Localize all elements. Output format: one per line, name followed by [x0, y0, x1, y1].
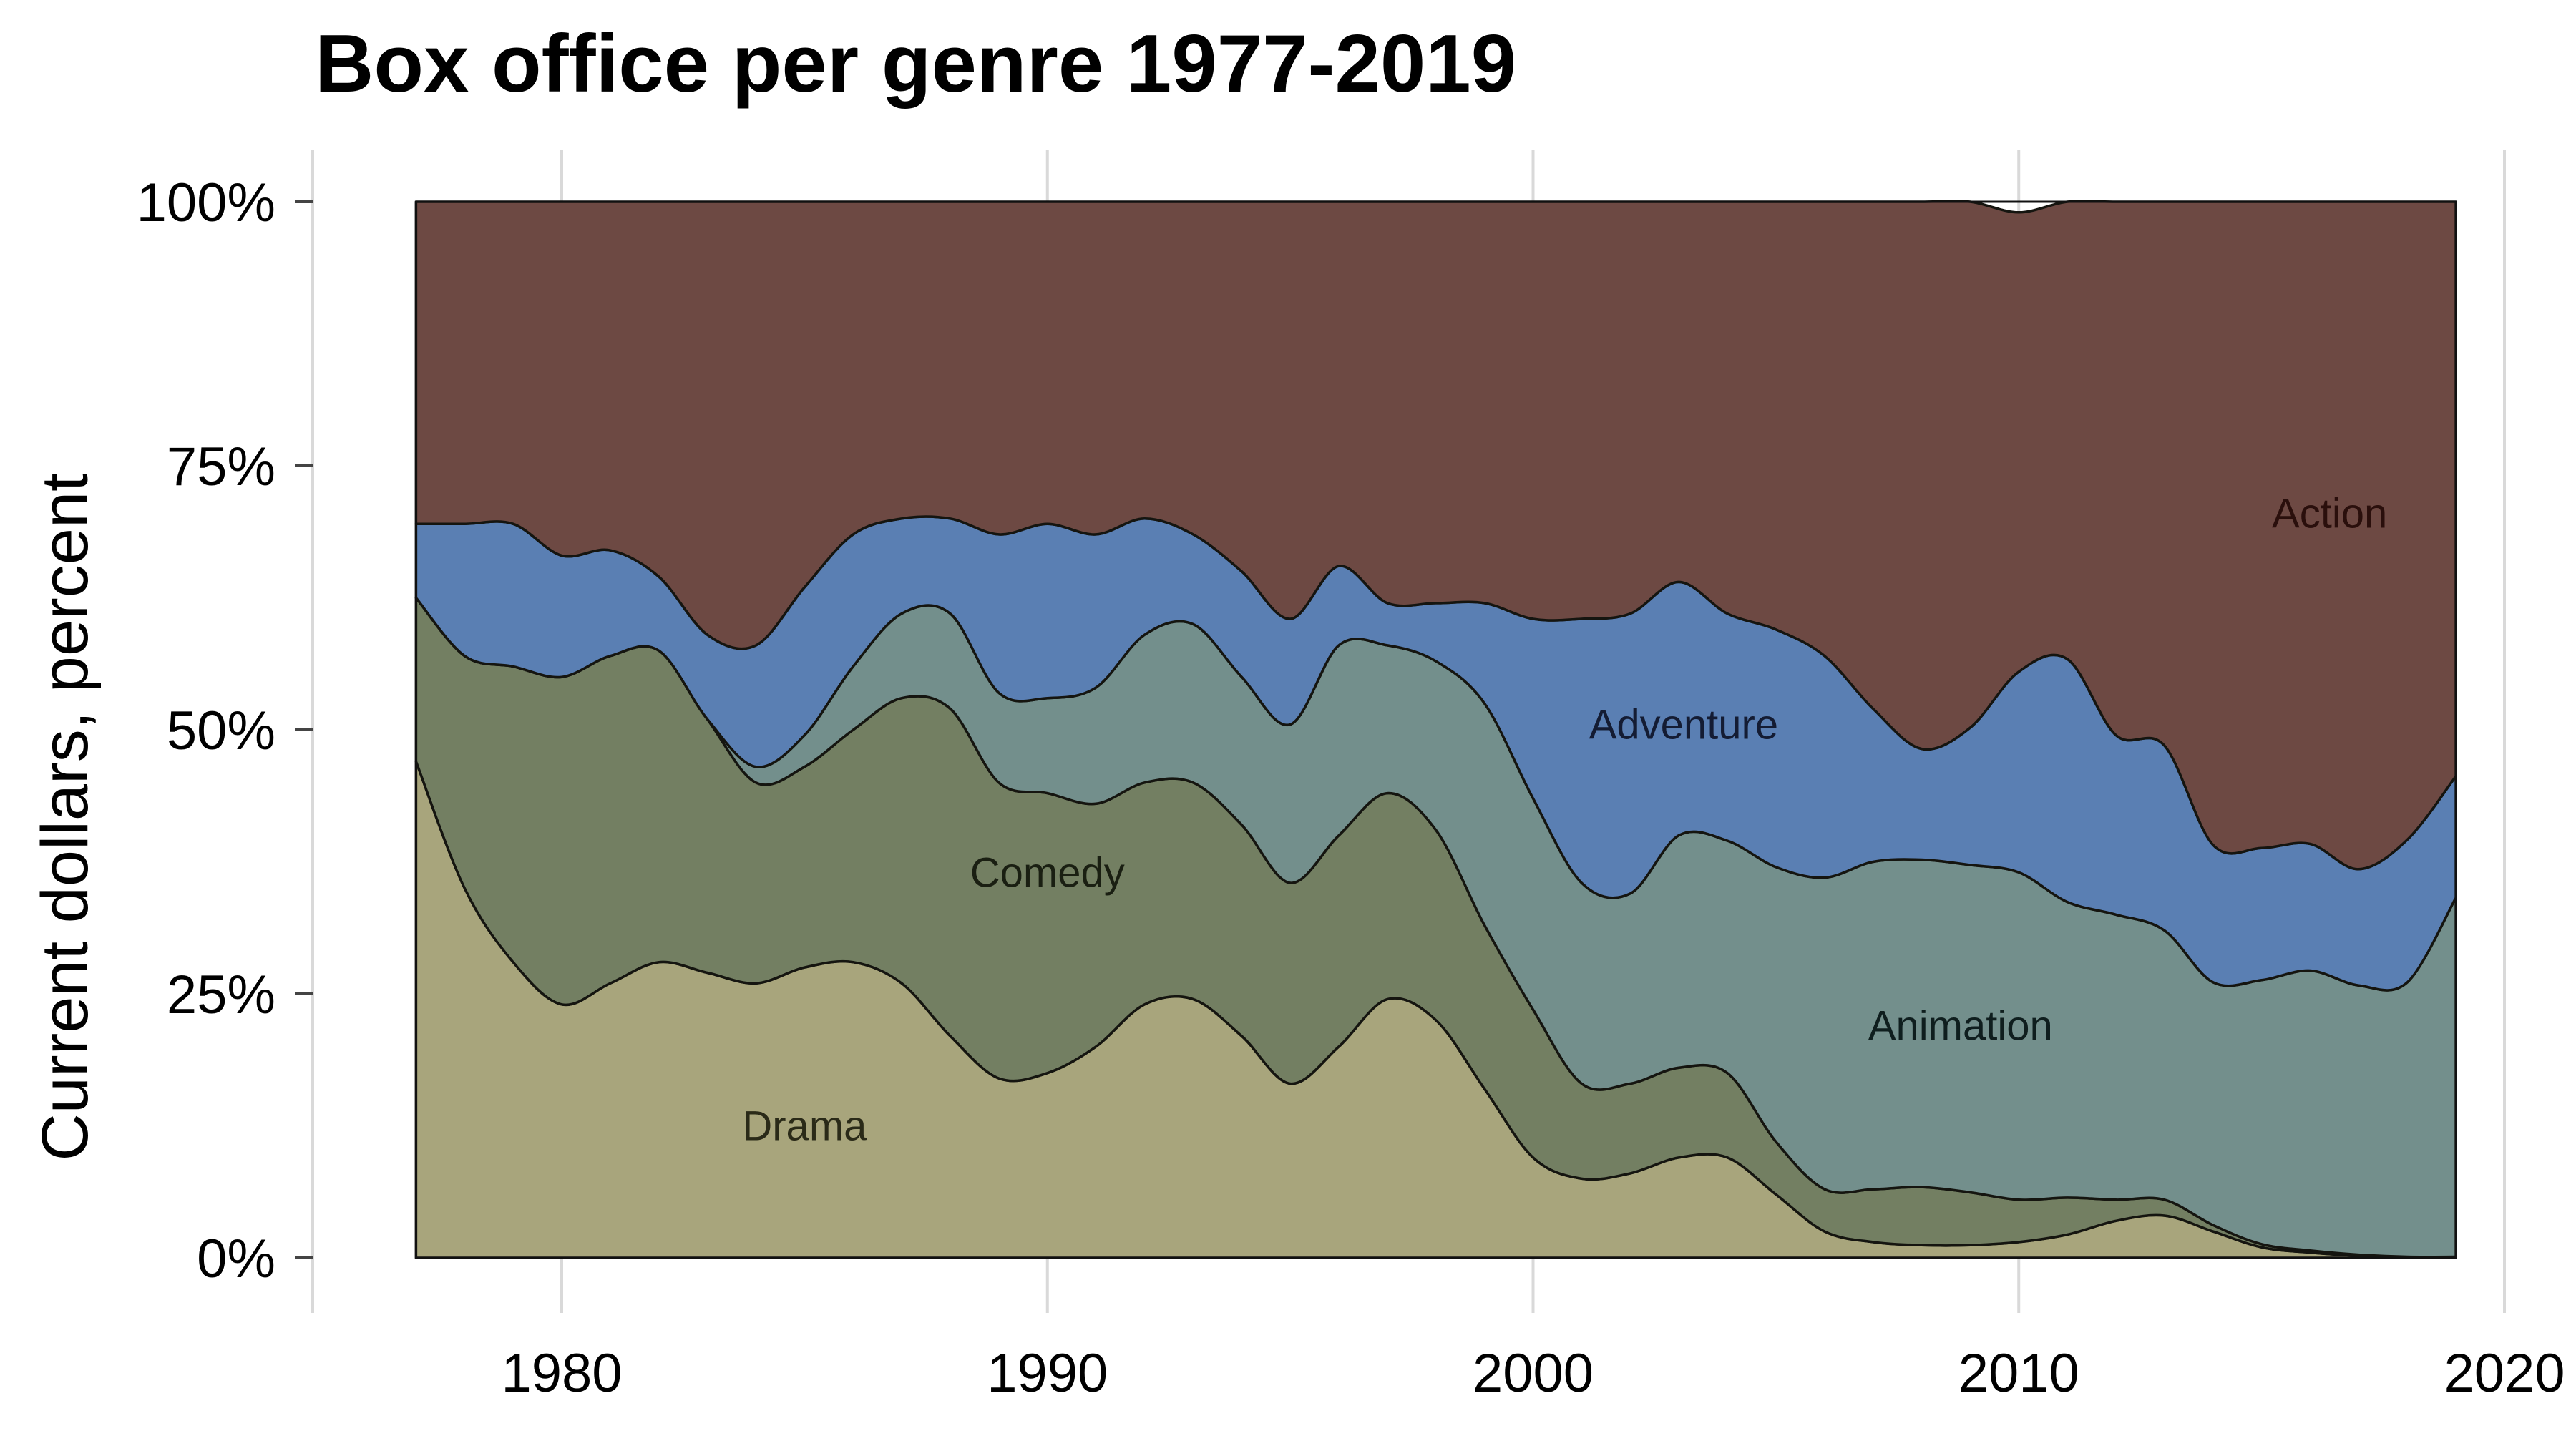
- y-tick-label-100: 100%: [137, 172, 275, 233]
- y-tick-label-50: 50%: [167, 700, 275, 761]
- series-label-drama: Drama: [742, 1103, 867, 1150]
- chart-title: Box office per genre 1977-2019: [315, 19, 1516, 109]
- x-axis: 1980 1990 2000 2010 2020: [501, 1343, 2565, 1404]
- area-series: [414, 200, 2457, 1259]
- x-tick-label-2000: 2000: [1473, 1343, 1594, 1404]
- x-tick-label-2010: 2010: [1958, 1343, 2079, 1404]
- series-label-adventure: Adventure: [1589, 702, 1778, 748]
- x-tick-label-1990: 1990: [987, 1343, 1108, 1404]
- series-label-animation: Animation: [1868, 1002, 2053, 1049]
- y-axis: 0% 25% 50% 75% 100%: [137, 150, 314, 1313]
- y-tick-label-0: 0%: [197, 1229, 275, 1289]
- y-tick-label-75: 75%: [167, 436, 275, 497]
- x-tick-label-2020: 2020: [2444, 1343, 2565, 1404]
- series-labels: Drama Comedy Animation Adventure Action: [742, 490, 2387, 1149]
- plot-frame: [414, 200, 2457, 1259]
- y-axis-label: Current dollars, percent: [29, 473, 102, 1161]
- series-label-comedy: Comedy: [970, 849, 1125, 896]
- y-tick-label-25: 25%: [167, 964, 275, 1025]
- series-label-action: Action: [2272, 490, 2387, 537]
- x-tick-label-1980: 1980: [501, 1343, 622, 1404]
